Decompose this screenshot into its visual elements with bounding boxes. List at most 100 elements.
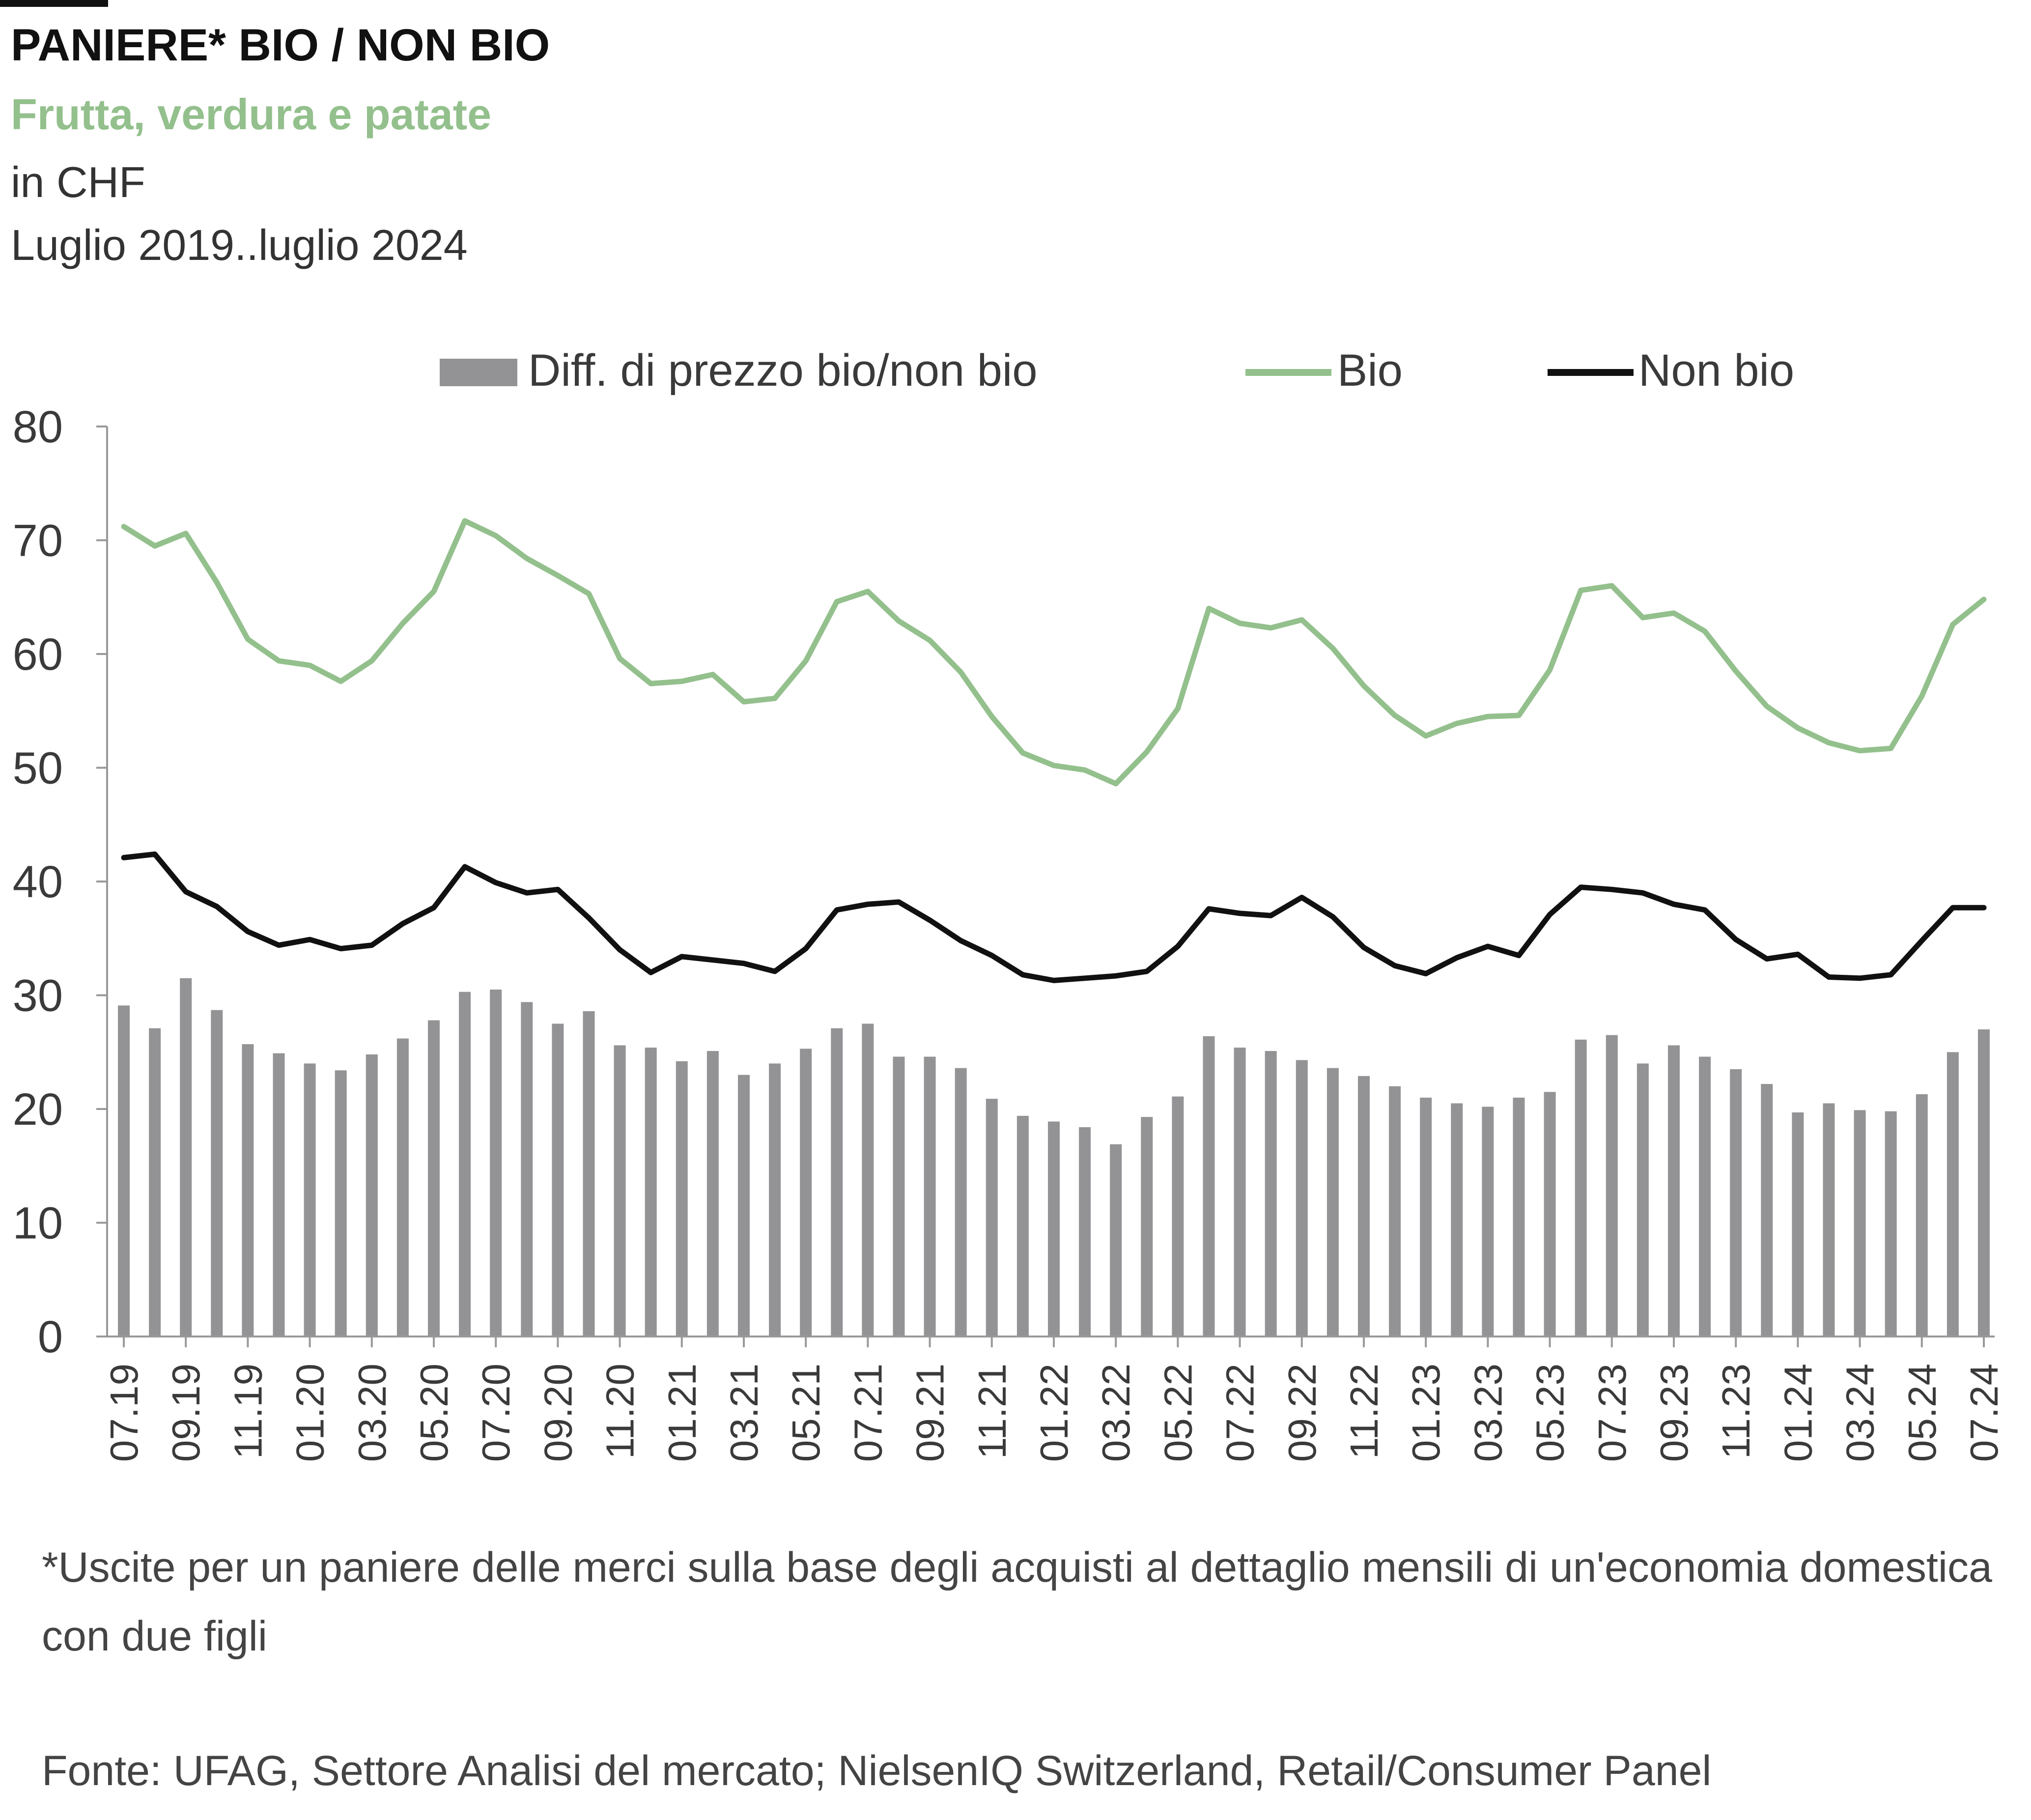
bar-diff	[986, 1099, 998, 1337]
bar-diff	[1482, 1107, 1494, 1337]
x-tick-label: 03.20	[350, 1364, 394, 1462]
source-note: Fonte: UFAG, Settore Analisi del mercato…	[42, 1747, 1712, 1794]
bar-diff	[1606, 1035, 1618, 1337]
y-tick-label: 60	[13, 629, 63, 680]
x-tick-label: 03.22	[1094, 1364, 1138, 1462]
x-tick-label: 01.21	[660, 1364, 704, 1462]
bar-diff	[706, 1051, 719, 1337]
bar-diff	[118, 1005, 130, 1337]
bar-diff	[211, 1010, 223, 1337]
bar-diff	[1854, 1110, 1866, 1337]
legend: Diff. di prezzo bio/non bio Bio Non bio	[440, 345, 1794, 396]
bar-diff	[1110, 1144, 1122, 1337]
x-tick-label: 05.21	[784, 1364, 828, 1462]
chart-title: PANIERE* BIO / NON BIO	[11, 20, 550, 70]
x-tick-label: 07.19	[102, 1364, 146, 1462]
chart-subtitle: Frutta, verdura e patate	[11, 90, 492, 139]
bar-diff	[490, 989, 502, 1337]
chart-period: Luglio 2019..luglio 2024	[11, 221, 468, 269]
bar-diff	[831, 1028, 843, 1337]
bar-diff	[1234, 1047, 1246, 1337]
x-tick-label: 09.19	[164, 1364, 208, 1462]
bar-diff	[1389, 1086, 1401, 1337]
line-series	[121, 518, 1987, 983]
x-tick-label: 01.24	[1776, 1364, 1820, 1462]
x-tick-label: 09.21	[908, 1364, 952, 1462]
legend-label-diff: Diff. di prezzo bio/non bio	[528, 345, 1037, 396]
bar-diff	[738, 1075, 750, 1337]
top-rule	[0, 0, 108, 7]
bar-diff	[1141, 1117, 1153, 1337]
x-tick-label: 03.23	[1466, 1364, 1510, 1462]
bar-diff	[1172, 1096, 1184, 1337]
bar-diff	[1699, 1056, 1711, 1337]
footnote: *Uscite per un paniere delle merci sulla…	[42, 1544, 1992, 1660]
bar-diff	[1513, 1097, 1525, 1337]
y-axis: 0 10 20 30 40 50 60 70 80	[13, 402, 108, 1362]
x-tick-label: 11.23	[1714, 1364, 1758, 1459]
bar-diff	[1326, 1068, 1339, 1337]
legend-swatch-diff	[440, 359, 517, 386]
bar-diff	[1016, 1115, 1029, 1337]
bar-diff	[1203, 1036, 1215, 1337]
bar-diff	[769, 1063, 781, 1337]
legend-label-bio: Bio	[1337, 345, 1403, 396]
x-tick-label: 09.22	[1280, 1364, 1324, 1462]
bar-diff	[1420, 1097, 1432, 1337]
x-tick-label: 05.23	[1528, 1364, 1572, 1462]
bar-diff	[614, 1045, 626, 1337]
legend-label-non-bio: Non bio	[1638, 345, 1794, 396]
bar-diff	[459, 992, 471, 1337]
x-tick-label: 09.23	[1652, 1364, 1696, 1462]
y-tick-label: 30	[13, 971, 63, 1021]
x-tick-label: 07.22	[1218, 1364, 1262, 1462]
bar-diff	[1730, 1069, 1742, 1337]
bar-diff	[1946, 1052, 1959, 1337]
chart: Diff. di prezzo bio/non bio Bio Non bio …	[13, 345, 2006, 1462]
bar-diff	[1668, 1045, 1680, 1337]
bar-diff	[1916, 1094, 1928, 1337]
x-tick-label: 03.21	[722, 1364, 766, 1462]
bar-diff	[1761, 1084, 1773, 1337]
x-tick-label: 01.22	[1032, 1364, 1076, 1462]
bar-diff	[1575, 1039, 1587, 1337]
x-tick-label: 07.21	[846, 1364, 890, 1462]
x-tick-label: 07.20	[474, 1364, 518, 1462]
chart-unit: in CHF	[11, 158, 145, 206]
bar-diff	[1823, 1103, 1835, 1337]
y-tick-label: 10	[13, 1198, 63, 1249]
y-tick-label: 50	[13, 743, 63, 794]
bar-diff	[1792, 1112, 1804, 1337]
bar-diff	[924, 1056, 936, 1337]
x-tick-label: 11.20	[598, 1364, 642, 1459]
bar-diff	[521, 1002, 533, 1337]
bar-diff	[335, 1070, 347, 1337]
bar-diff	[1636, 1063, 1649, 1337]
bar-diff	[366, 1054, 378, 1337]
x-tick-label: 05.20	[412, 1364, 456, 1462]
y-tick-label: 80	[13, 402, 63, 452]
x-tick-label: 11.22	[1342, 1364, 1386, 1459]
bar-diff	[1978, 1029, 1990, 1337]
bar-diff	[273, 1053, 285, 1337]
x-tick-label: 01.20	[288, 1364, 332, 1462]
x-tick-label: 09.20	[536, 1364, 580, 1462]
bar-diff	[862, 1024, 874, 1337]
x-tick-label: 07.24	[1962, 1364, 2006, 1462]
bar-diff	[1265, 1051, 1277, 1337]
bar-diff	[396, 1038, 409, 1337]
x-tick-label: 07.23	[1590, 1364, 1634, 1462]
x-tick-label: 03.24	[1838, 1364, 1882, 1462]
bar-diff	[645, 1047, 657, 1337]
bar-diff	[180, 978, 192, 1337]
y-tick-label: 0	[38, 1312, 63, 1362]
x-tick-label: 05.22	[1156, 1364, 1200, 1462]
x-tick-label: 01.23	[1404, 1364, 1448, 1462]
bar-diff	[955, 1068, 967, 1337]
bar-diff	[800, 1049, 812, 1337]
y-tick-label: 40	[13, 857, 63, 907]
line-bio	[121, 518, 1987, 787]
x-tick-label: 11.19	[226, 1364, 270, 1459]
bar-diff	[1885, 1111, 1897, 1337]
bar-diff	[1358, 1076, 1370, 1337]
